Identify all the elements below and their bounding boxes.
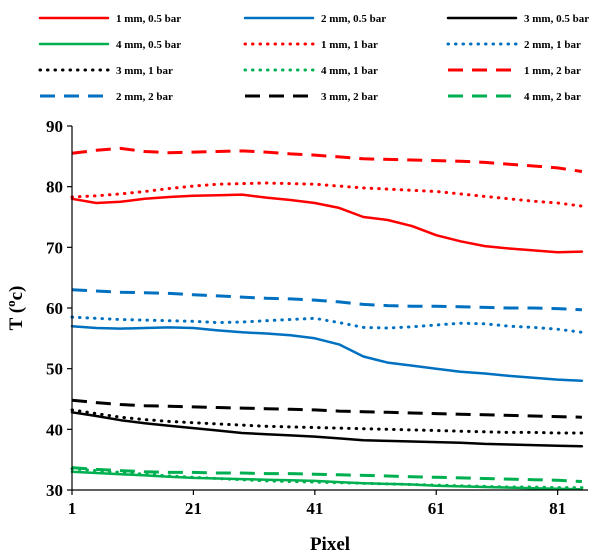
legend-label: 2 mm, 2 bar [116,91,173,103]
x-tick-labels: 1 21 41 61 81 [68,490,566,518]
legend-item-4-mm-1-bar: 4 mm, 1 bar [243,65,378,77]
legend-label: 4 mm, 2 bar [524,91,581,103]
plot-area: 30 40 50 60 70 80 90 1 21 41 61 81 [46,117,588,518]
series-line-1-mm-1-bar [70,181,584,208]
legend-label: 3 mm, 2 bar [321,91,378,103]
legend-label: 3 mm, 0.5 bar [524,13,589,25]
x-tick-label: 21 [185,499,202,518]
series-line-3-mm-2-bar [71,398,582,419]
legend-label: 2 mm, 0.5 bar [321,13,386,25]
series-line-4-mm-2-bar [71,466,582,483]
legend-item-4-mm-2-bar: 4 mm, 2 bar [448,91,581,103]
legend-item-3-mm-0-5-bar: 3 mm, 0.5 bar [446,13,589,25]
series-line-3-mm-0-5-bar [70,411,584,448]
x-tick-label: 1 [68,499,77,518]
legend-label: 4 mm, 0.5 bar [116,39,181,51]
legend-item-3-mm-1-bar: 3 mm, 1 bar [38,65,173,77]
legend-item-3-mm-2-bar: 3 mm, 2 bar [245,91,378,103]
y-tick-label: 50 [46,360,63,379]
x-axis-title: Pixel [310,534,350,555]
series-line-3-mm-1-bar [70,408,584,435]
series-line-4-mm-1-bar [70,467,584,490]
legend-item-4-mm-0-5-bar: 4 mm, 0.5 bar [38,39,181,51]
legend-label: 1 mm, 2 bar [524,65,581,77]
legend-label: 1 mm, 0.5 bar [116,13,181,25]
legend-label: 1 mm, 1 bar [321,39,378,51]
y-tick-label: 40 [46,420,63,439]
legend-item-2-mm-2-bar: 2 mm, 2 bar [40,91,173,103]
series-line-1-mm-2-bar [71,146,583,173]
x-tick-label: 41 [306,499,323,518]
y-tick-label: 60 [46,299,63,318]
series-layer [70,146,584,491]
legend-label: 2 mm, 1 bar [524,39,581,51]
legend-label: 3 mm, 1 bar [116,65,173,77]
y-axis-title: T (oc) [3,286,27,331]
y-tick-labels: 30 40 50 60 70 80 90 [46,117,72,500]
legend-item-2-mm-0-5-bar: 2 mm, 0.5 bar [243,13,386,25]
legend-item-1-mm-1-bar: 1 mm, 1 bar [243,39,378,51]
series-line-2-mm-0-5-bar [70,324,584,383]
legend-item-2-mm-1-bar: 2 mm, 1 bar [446,39,581,51]
series-line-2-mm-2-bar [71,288,582,312]
y-tick-label: 80 [46,178,63,197]
y-tick-label: 70 [46,238,63,257]
legend-item-1-mm-0-5-bar: 1 mm, 0.5 bar [38,13,181,25]
y-tick-label: 90 [46,117,63,136]
y-tick-label: 30 [46,481,63,500]
legend: 1 mm, 0.5 bar 2 mm, 0.5 bar 3 mm, 0.5 bar 4… [38,13,589,103]
legend-item-1-mm-2-bar: 1 mm, 2 bar [448,65,581,77]
x-tick-label: 61 [428,499,445,518]
x-tick-label: 81 [549,499,566,518]
legend-label: 4 mm, 1 bar [321,65,378,77]
series-line-2-mm-1-bar [70,315,584,334]
series-line-1-mm-0-5-bar [70,193,584,254]
